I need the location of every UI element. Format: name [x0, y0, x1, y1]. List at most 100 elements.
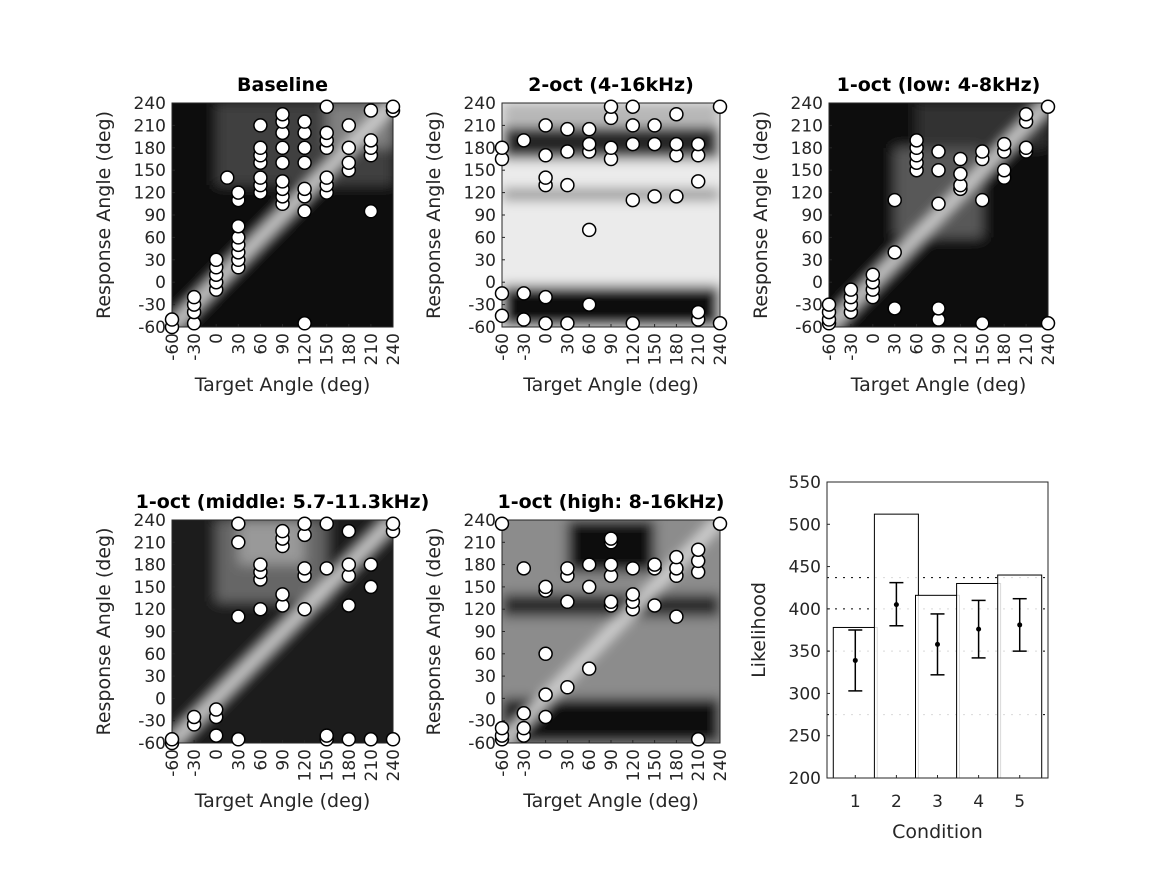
y-tick-label: -30 — [138, 296, 166, 316]
x-tick-label: 240 — [384, 749, 404, 781]
data-point — [231, 609, 246, 624]
data-point — [603, 99, 619, 114]
data-point — [625, 118, 641, 133]
y-tick-label: -30 — [795, 296, 823, 316]
data-point — [581, 136, 597, 152]
y-tick-label: 550 — [789, 473, 821, 493]
data-point — [253, 557, 268, 572]
x-tick-label: 3 — [932, 792, 943, 812]
x-tick-label: 0 — [207, 749, 227, 760]
data-point — [494, 720, 510, 736]
data-point — [712, 316, 728, 331]
data-point — [560, 316, 575, 331]
data-point — [538, 579, 553, 595]
data-point — [538, 170, 553, 185]
data-point — [625, 136, 641, 152]
heatmap-cell — [238, 520, 305, 565]
data-point — [516, 133, 532, 148]
x-tick-label: 150 — [973, 333, 993, 365]
y-tick-label: 0 — [485, 689, 496, 709]
x-tick-label: 240 — [711, 333, 731, 365]
y-tick-label: 150 — [134, 578, 166, 598]
x-tick-label: 1 — [850, 792, 861, 812]
x-tick-label: 90 — [602, 333, 622, 355]
y-tick-label: 120 — [464, 184, 496, 204]
y-tick-label: 90 — [801, 206, 823, 226]
y-tick-label: 60 — [144, 645, 166, 665]
mean-point — [976, 626, 982, 632]
x-tick-label: 90 — [930, 333, 950, 355]
y-tick-label: -60 — [138, 318, 166, 338]
y-tick-label: 30 — [474, 667, 496, 687]
data-point — [953, 151, 968, 167]
heatmap-panel-4: -60-60-30-300030306060909012012015015018… — [93, 491, 429, 812]
y-tick-label: 90 — [144, 623, 166, 643]
data-point — [319, 516, 334, 531]
bar — [873, 513, 919, 779]
y-tick-label: -30 — [138, 712, 166, 732]
data-point — [560, 594, 575, 610]
y-tick-label: 60 — [474, 645, 496, 665]
y-tick-label: 150 — [464, 578, 496, 598]
data-point — [363, 204, 379, 219]
data-point — [385, 732, 401, 747]
y-tick-label: 0 — [155, 273, 166, 293]
data-point — [297, 114, 312, 129]
y-tick-label: -30 — [468, 712, 496, 732]
y-tick-label: 200 — [789, 769, 821, 789]
y-tick-label: 250 — [789, 727, 821, 747]
x-tick-label: 90 — [274, 333, 294, 355]
x-tick-label: 240 — [384, 333, 404, 365]
bar-chart: 1 2 3 4 5 200 250 300 350 400 450 500 550 Condition Li… — [748, 473, 1049, 843]
data-point — [625, 99, 641, 114]
x-tick-label: 60 — [580, 749, 600, 771]
x-tick-label: 240 — [711, 749, 731, 781]
data-point — [275, 174, 290, 189]
data-point — [560, 121, 575, 137]
x-tick-label: 0 — [864, 333, 884, 344]
data-point — [516, 720, 532, 736]
heatmap-image — [502, 103, 720, 327]
heatmap-panel-5: -60-60-30-300030306060909012012015015018… — [423, 491, 731, 812]
data-point — [647, 189, 662, 204]
y-tick-label: 500 — [789, 515, 821, 535]
data-point — [538, 709, 553, 725]
x-tick-label: 210 — [689, 749, 709, 781]
y-tick-label: -30 — [468, 296, 496, 316]
y-tick-label: 240 — [464, 511, 496, 531]
data-point — [253, 140, 268, 156]
x-tick-label: 180 — [995, 333, 1015, 365]
y-axis-label: Response Angle (deg) — [423, 527, 445, 735]
x-tick-label: 120 — [951, 333, 971, 365]
x-tick-label: 0 — [207, 333, 227, 344]
data-point — [385, 516, 401, 531]
data-point — [821, 297, 837, 312]
y-tick-label: 120 — [134, 184, 166, 204]
data-point — [953, 166, 968, 182]
heatmap-panel-3: -60-60-30-300030306060909012012015015018… — [750, 74, 1059, 396]
x-tick-label: 210 — [362, 333, 382, 365]
data-point — [625, 587, 641, 602]
heatmap-diagonal — [502, 520, 720, 743]
panel-title: 2-oct (4-16kHz) — [528, 74, 694, 96]
data-point — [975, 316, 990, 331]
data-point — [996, 162, 1012, 178]
data-point — [669, 549, 684, 565]
mean-point — [1017, 622, 1023, 628]
x-tick-label: -30 — [185, 749, 205, 777]
data-point — [341, 155, 357, 170]
data-point — [319, 99, 334, 114]
data-point — [603, 140, 619, 156]
data-point — [1040, 99, 1056, 114]
y-tick-label: 180 — [134, 139, 166, 159]
data-point — [341, 140, 357, 156]
mean-point — [852, 657, 858, 663]
data-point — [669, 136, 684, 152]
x-tick-label: -60 — [493, 333, 513, 361]
y-tick-label: 120 — [791, 184, 823, 204]
data-point — [931, 301, 946, 316]
data-point — [669, 189, 684, 204]
data-point — [560, 680, 575, 695]
x-tick-label: 120 — [296, 749, 316, 781]
data-point — [494, 516, 510, 531]
